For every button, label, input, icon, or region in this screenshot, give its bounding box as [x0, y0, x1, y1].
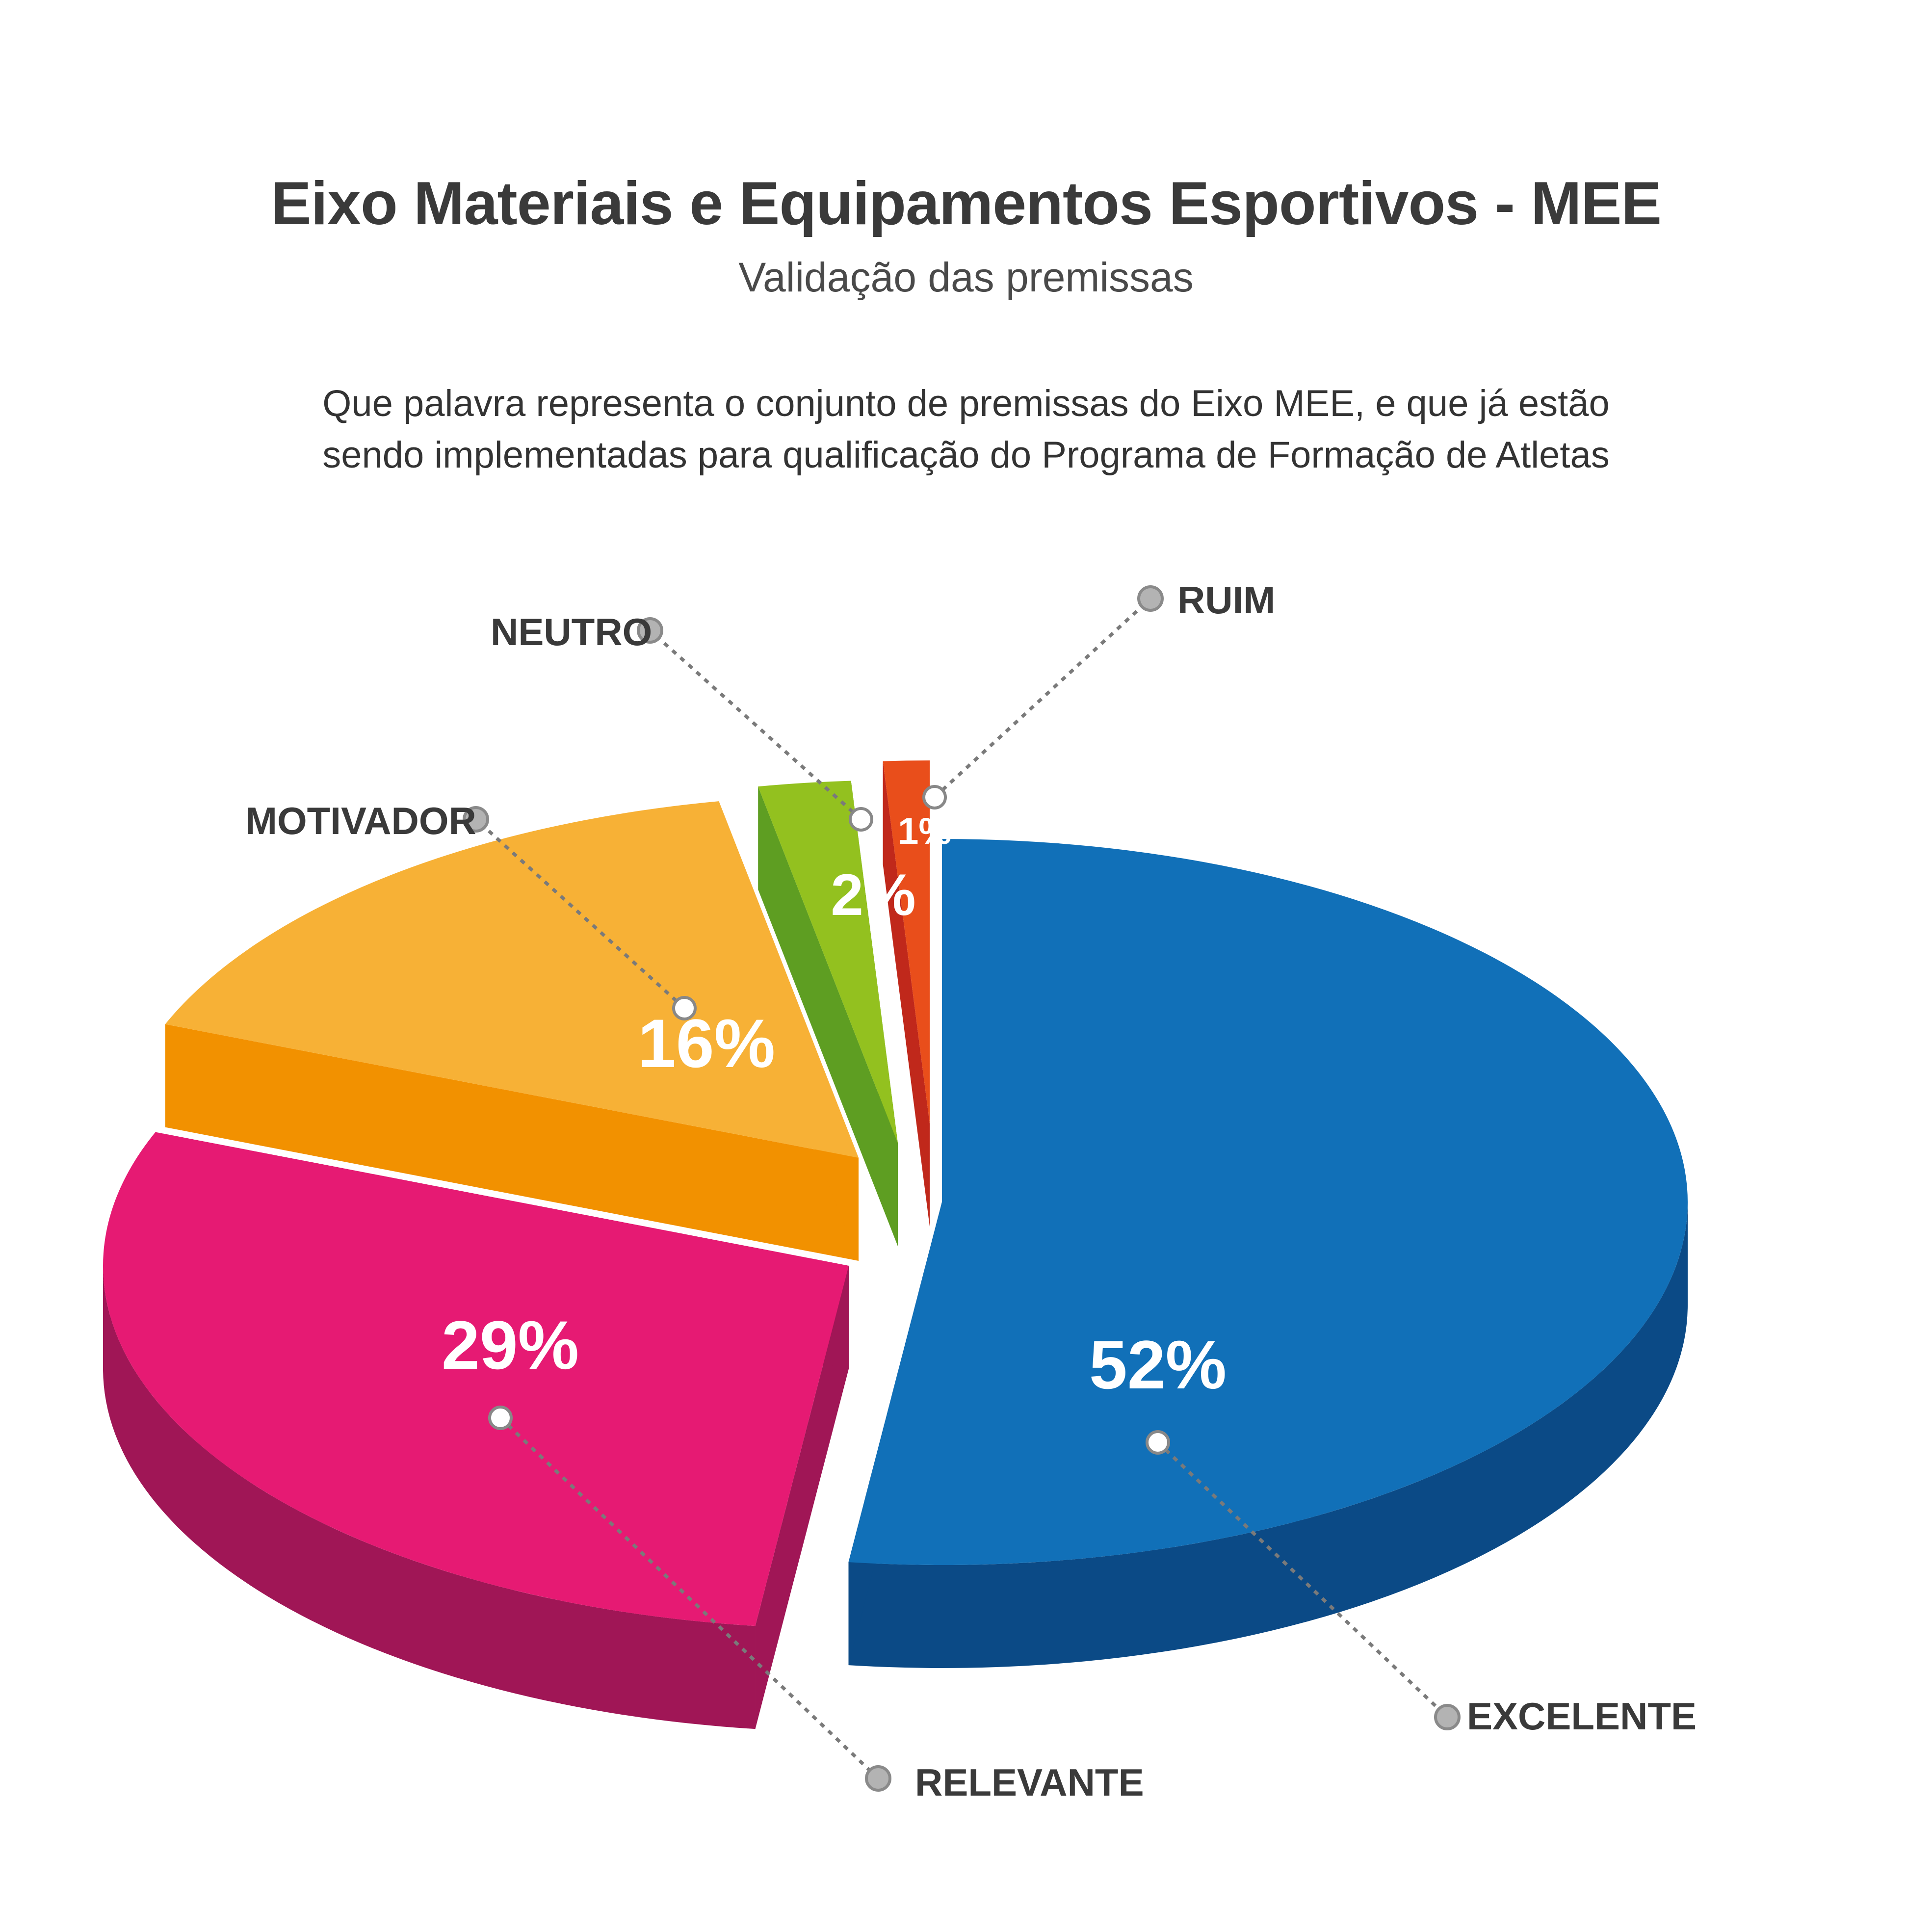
- callout-inner-marker-neutro: [849, 807, 873, 832]
- callout-line-ruim: [933, 597, 1152, 799]
- chart-subtitle: Validação das premissas: [738, 254, 1194, 300]
- slice-relevante-outer-wall: [103, 1266, 756, 1729]
- callout-inner-marker-excelente: [1146, 1430, 1170, 1455]
- slice-neutro[interactable]: [758, 781, 898, 1143]
- slice-excelente[interactable]: [848, 839, 1688, 1565]
- category-label-motivador: MOTIVADOR: [245, 799, 476, 842]
- category-label-ruim: RUIM: [1177, 578, 1275, 622]
- chart-header: Eixo Materiais e Equipamentos Esportivos…: [0, 167, 1932, 304]
- slice-ruim-cut-face-start: [883, 761, 930, 1227]
- callout-inner-marker-ruim: [922, 785, 947, 809]
- callout-inner-marker-relevante: [488, 1406, 513, 1430]
- survey-question-line-2: sendo implementadas para qualificação do…: [322, 434, 1610, 476]
- pie-callouts: [463, 585, 1461, 1792]
- callout-line-relevante: [499, 1416, 880, 1780]
- callout-outer-marker-motivador: [463, 806, 489, 833]
- callout-line-motivador: [474, 818, 686, 1010]
- callout-outer-marker-excelente: [1434, 1704, 1461, 1730]
- slice-relevante[interactable]: [103, 1132, 849, 1626]
- pie-tops: [103, 760, 1688, 1626]
- callout-inner-marker-motivador: [672, 996, 697, 1020]
- pct-label-motivador: 16%: [638, 1005, 775, 1082]
- pct-label-relevante: 29%: [442, 1306, 579, 1384]
- category-label-excelente: EXCELENTE: [1467, 1695, 1697, 1738]
- slice-motivador[interactable]: [165, 801, 859, 1158]
- pct-label-neutro: 2%: [831, 862, 915, 928]
- pct-label-ruim: 1%: [898, 810, 952, 852]
- slice-neutro-cut-face-start: [758, 786, 898, 1246]
- callout-outer-marker-relevante: [865, 1765, 891, 1792]
- survey-question: Que palavra representa o conjunto de pre…: [0, 378, 1932, 481]
- chart-title: Eixo Materiais e Equipamentos Esportivos…: [270, 170, 1662, 237]
- callout-outer-marker-ruim: [1137, 585, 1164, 612]
- category-label-neutro: NEUTRO: [491, 610, 652, 653]
- callout-line-neutro: [649, 629, 862, 821]
- slice-motivador-cut-face-start: [165, 1024, 859, 1261]
- slice-excelente-outer-wall: [848, 1202, 1688, 1668]
- slice-relevante-cut-face-start: [755, 1266, 849, 1729]
- callout-outer-marker-neutro: [637, 617, 663, 644]
- slice-ruim[interactable]: [883, 760, 930, 1123]
- pie-labels: 52% EXCELENTE 29% RELEVANTE 16% MOTIVADOR 2% NE…: [245, 578, 1697, 1804]
- pct-label-excelente: 52%: [1089, 1326, 1227, 1403]
- category-label-relevante: RELEVANTE: [915, 1761, 1144, 1804]
- survey-question-line-1: Que palavra representa o conjunto de pre…: [322, 383, 1610, 424]
- callout-line-excelente: [1156, 1441, 1449, 1719]
